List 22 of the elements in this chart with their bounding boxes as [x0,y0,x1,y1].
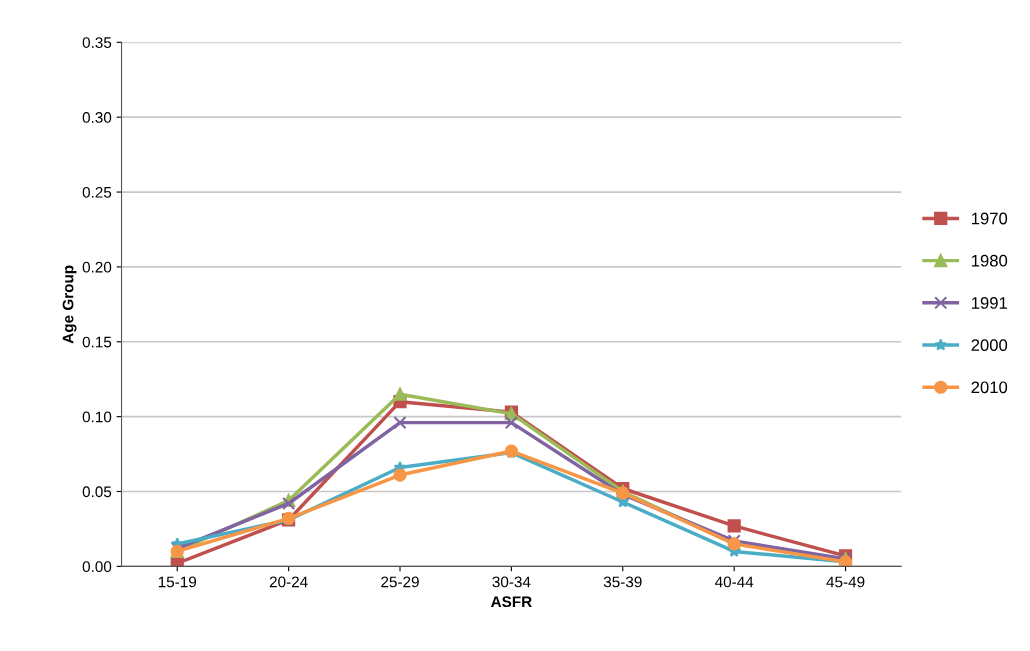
y-tick-label: 0.30 [82,112,112,123]
legend-label: 1991 [971,297,1007,309]
x-tick-label: 35-39 [603,576,642,588]
legend-label: 2010 [971,381,1008,394]
y-tick-label: 0.00 [82,561,112,573]
x-tick-label: 30-34 [492,576,531,588]
legend-label: 1970 [971,212,1008,225]
x-axis-title: ASFR [490,596,532,608]
legend-label: 2000 [971,339,1008,352]
x-tick-label: 40-44 [714,576,754,588]
y-tick-label: 0.25 [82,186,112,198]
legend-label: 1980 [971,254,1008,267]
y-tick-label: 0.05 [82,486,112,498]
x-tick-label: 25-29 [381,576,419,588]
y-tick-label: 0.10 [82,411,112,423]
y-tick-label: 0.35 [82,37,112,48]
x-tick-label: 45-49 [826,576,865,588]
y-tick-label: 0.20 [82,261,112,273]
y-tick-label: 0.15 [82,336,112,348]
x-tick-label: 20-24 [269,576,308,588]
y-axis-title: Age Group [62,265,77,344]
x-tick-label: 15-19 [158,576,197,588]
